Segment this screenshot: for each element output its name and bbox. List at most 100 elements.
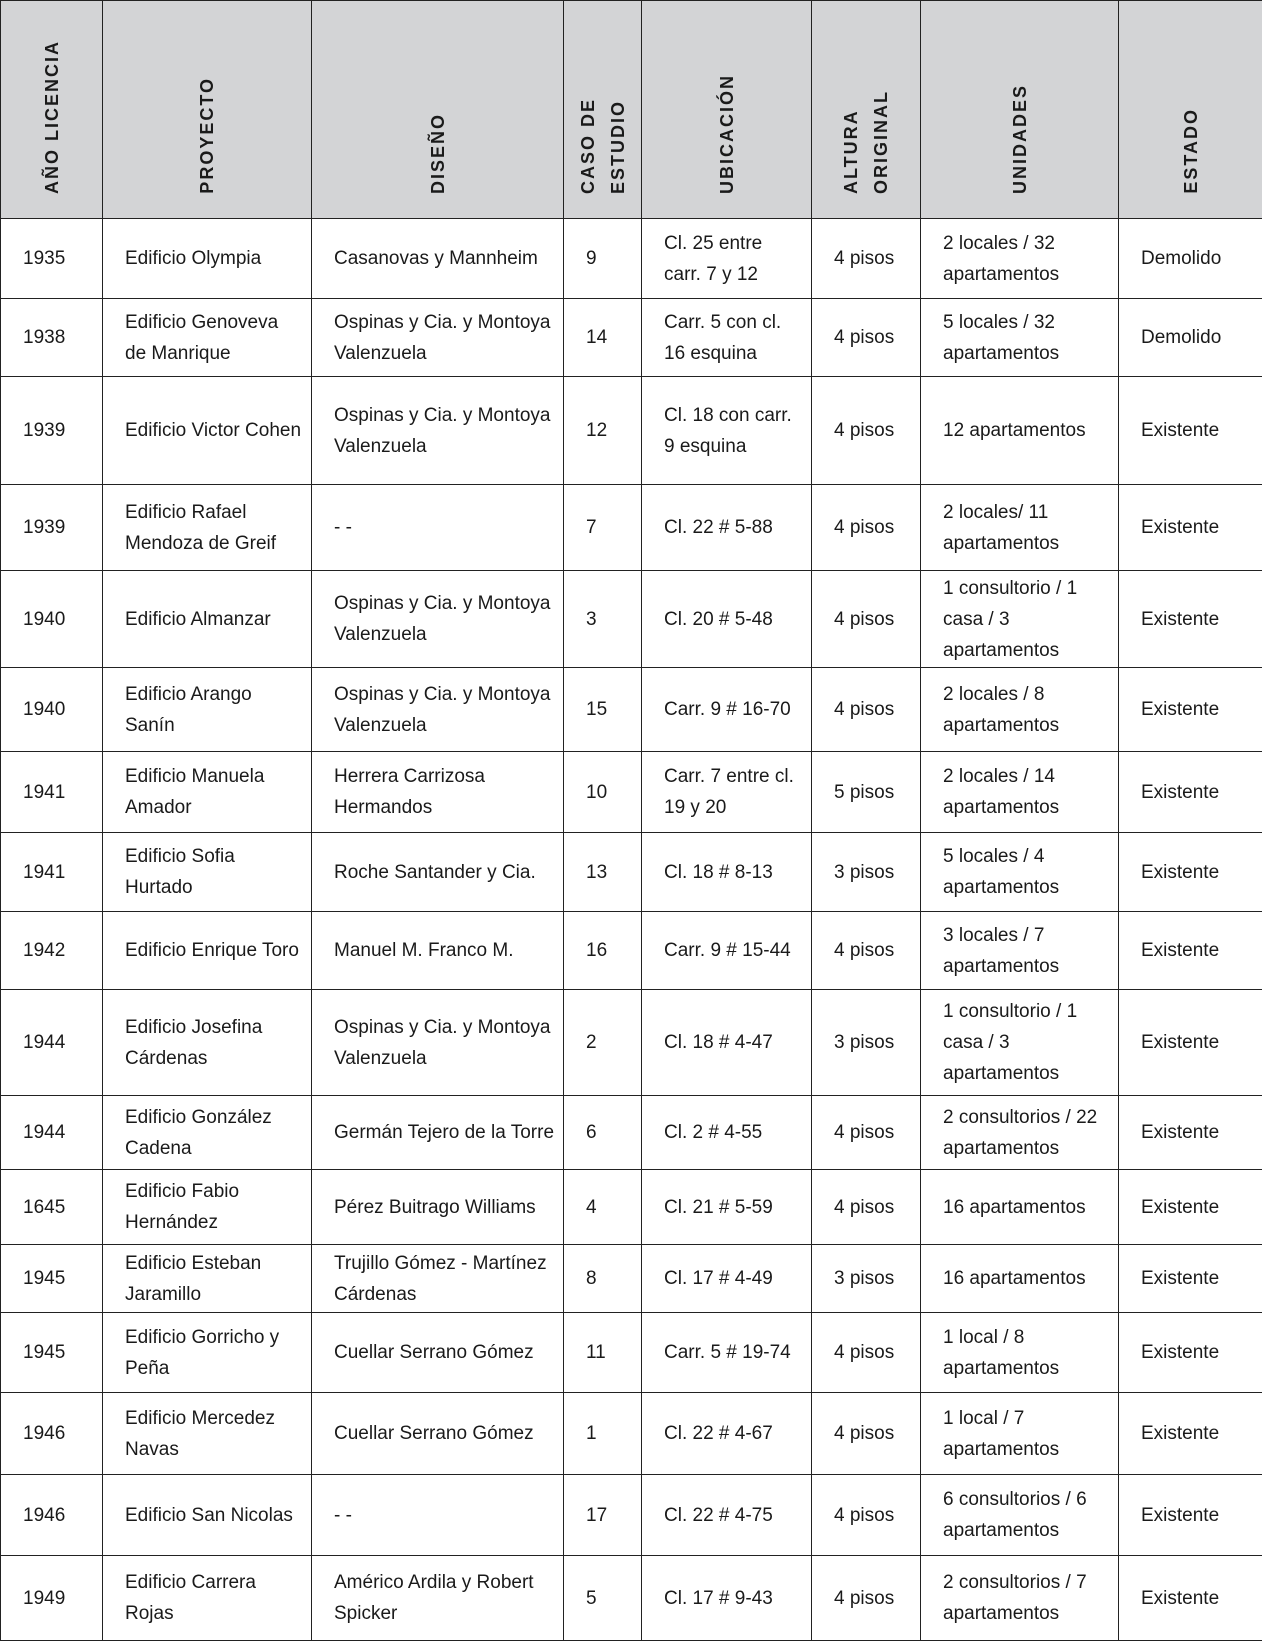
cell-location: Carr. 5 con cl. 16 esquina xyxy=(642,299,812,377)
cell-project: Edificio Victor Cohen xyxy=(103,377,312,485)
cell-location: Cl. 18 # 8-13 xyxy=(642,833,812,912)
cell-project: Edificio Carrera Rojas xyxy=(103,1556,312,1641)
cell-height: 4 pisos xyxy=(812,1475,921,1556)
cell-case: 13 xyxy=(564,833,642,912)
cell-units: 2 locales/ 11 apartamentos xyxy=(921,485,1119,571)
header-units: UNIDADES xyxy=(921,1,1119,219)
cell-project: Edificio Olympia xyxy=(103,219,312,299)
cell-status: Existente xyxy=(1119,990,1262,1096)
header-label: DISEÑO xyxy=(423,113,453,194)
cell-design: Roche Santander y Cia. xyxy=(312,833,564,912)
cell-case: 1 xyxy=(564,1393,642,1475)
cell-case: 11 xyxy=(564,1313,642,1393)
cell-design: - - xyxy=(312,1475,564,1556)
cell-year: 1946 xyxy=(1,1393,103,1475)
cell-height: 3 pisos xyxy=(812,833,921,912)
cell-case: 17 xyxy=(564,1475,642,1556)
cell-height: 4 pisos xyxy=(812,571,921,668)
cell-status: Existente xyxy=(1119,1556,1262,1641)
cell-location: Cl. 18 con carr. 9 esquina xyxy=(642,377,812,485)
header-year: AÑO LICENCIA xyxy=(1,1,103,219)
header-height: ALTURA ORIGINAL xyxy=(812,1,921,219)
cell-status: Existente xyxy=(1119,833,1262,912)
cell-status: Existente xyxy=(1119,1313,1262,1393)
cell-design: Pérez Buitrago Williams xyxy=(312,1170,564,1245)
cell-design: - - xyxy=(312,485,564,571)
cell-project: Edificio Gorricho y Peña xyxy=(103,1313,312,1393)
cell-project: Edificio Mercedez Navas xyxy=(103,1393,312,1475)
cell-case: 12 xyxy=(564,377,642,485)
cell-year: 1939 xyxy=(1,485,103,571)
cell-status: Existente xyxy=(1119,1393,1262,1475)
cell-year: 1944 xyxy=(1,990,103,1096)
cell-case: 5 xyxy=(564,1556,642,1641)
cell-units: 5 locales / 4 apartamentos xyxy=(921,833,1119,912)
cell-project: Edificio Rafael Mendoza de Greif xyxy=(103,485,312,571)
cell-case: 8 xyxy=(564,1245,642,1313)
cell-units: 2 consultorios / 22 apartamentos xyxy=(921,1096,1119,1170)
cell-height: 4 pisos xyxy=(812,1393,921,1475)
cell-units: 2 locales / 32 apartamentos xyxy=(921,219,1119,299)
cell-case: 14 xyxy=(564,299,642,377)
cell-height: 4 pisos xyxy=(812,377,921,485)
cell-year: 1942 xyxy=(1,912,103,990)
cell-height: 4 pisos xyxy=(812,1313,921,1393)
cell-case: 6 xyxy=(564,1096,642,1170)
cell-year: 1945 xyxy=(1,1245,103,1313)
cell-year: 1946 xyxy=(1,1475,103,1556)
cell-case: 10 xyxy=(564,752,642,833)
cell-project: Edificio Arango Sanín xyxy=(103,668,312,752)
cell-year: 1940 xyxy=(1,668,103,752)
cell-case: 7 xyxy=(564,485,642,571)
cell-height: 5 pisos xyxy=(812,752,921,833)
cell-height: 4 pisos xyxy=(812,1096,921,1170)
header-label: ALTURA ORIGINAL xyxy=(836,1,896,194)
cell-project: Edificio González Cadena xyxy=(103,1096,312,1170)
cell-status: Existente xyxy=(1119,1245,1262,1313)
cell-status: Existente xyxy=(1119,1170,1262,1245)
cell-units: 5 locales / 32 apartamentos xyxy=(921,299,1119,377)
cell-location: Cl. 20 # 5-48 xyxy=(642,571,812,668)
cell-case: 15 xyxy=(564,668,642,752)
header-design: DISEÑO xyxy=(312,1,564,219)
cell-location: Cl. 17 # 9-43 xyxy=(642,1556,812,1641)
cell-design: Cuellar Serrano Gómez xyxy=(312,1313,564,1393)
cell-year: 1944 xyxy=(1,1096,103,1170)
cell-project: Edificio Sofia Hurtado xyxy=(103,833,312,912)
cell-year: 1941 xyxy=(1,752,103,833)
cell-year: 1935 xyxy=(1,219,103,299)
cell-location: Cl. 22 # 4-67 xyxy=(642,1393,812,1475)
cell-units: 16 apartamentos xyxy=(921,1170,1119,1245)
cell-year: 1945 xyxy=(1,1313,103,1393)
cell-status: Existente xyxy=(1119,377,1262,485)
cell-project: Edificio Genoveva de Manrique xyxy=(103,299,312,377)
cell-design: Herrera Carrizosa Hermandos xyxy=(312,752,564,833)
cell-units: 2 locales / 8 apartamentos xyxy=(921,668,1119,752)
cell-project: Edificio San Nicolas xyxy=(103,1475,312,1556)
header-location: UBICACIÓN xyxy=(642,1,812,219)
header-label: UBICACIÓN xyxy=(712,74,742,194)
cell-units: 2 locales / 14 apartamentos xyxy=(921,752,1119,833)
cell-units: 16 apartamentos xyxy=(921,1245,1119,1313)
cell-location: Cl. 21 # 5-59 xyxy=(642,1170,812,1245)
cell-units: 3 locales / 7 apartamentos xyxy=(921,912,1119,990)
cell-project: Edificio Enrique Toro xyxy=(103,912,312,990)
cell-year: 1939 xyxy=(1,377,103,485)
cell-case: 2 xyxy=(564,990,642,1096)
cell-units: 6 consultorios / 6 apartamentos xyxy=(921,1475,1119,1556)
cell-location: Cl. 25 entre carr. 7 y 12 xyxy=(642,219,812,299)
